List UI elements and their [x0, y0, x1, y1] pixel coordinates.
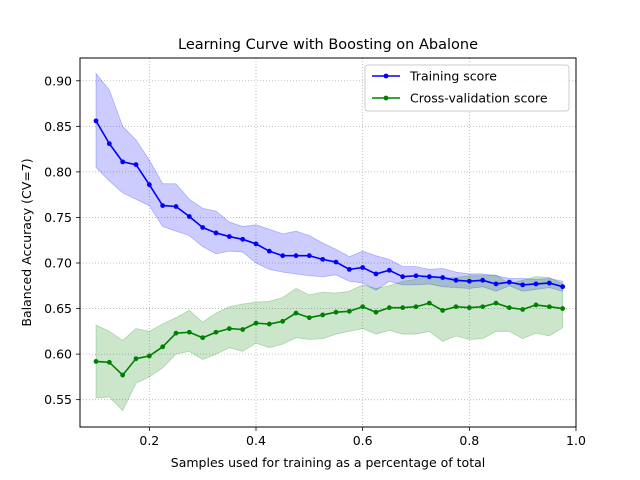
training-point	[253, 241, 259, 247]
training-point	[413, 273, 419, 279]
training-point	[186, 214, 192, 219]
legend-training-marker	[383, 73, 389, 79]
cv-point	[240, 327, 246, 332]
cv-point	[253, 320, 259, 326]
x-tick-label: 1.0	[566, 433, 586, 448]
training-point	[133, 162, 139, 168]
training-point	[226, 234, 232, 239]
training-point	[333, 259, 339, 265]
cv-point	[333, 309, 339, 315]
plot-frame	[79, 57, 577, 428]
training-point	[293, 253, 299, 259]
training-point	[120, 159, 126, 165]
cv-point	[480, 304, 486, 310]
cv-point	[440, 307, 446, 313]
training-point	[93, 118, 99, 124]
cv-point	[306, 315, 312, 321]
y-tick-label: 0.70	[44, 256, 72, 271]
cv-point	[413, 304, 419, 310]
training-point	[320, 256, 326, 262]
training-point	[200, 225, 206, 230]
cv-point	[453, 304, 459, 310]
cv-point	[560, 306, 566, 311]
cv-point	[160, 344, 166, 350]
training-point	[400, 274, 406, 280]
training-point	[280, 253, 286, 259]
legend-cv-label: Cross-validation score	[410, 91, 548, 106]
cv-point	[93, 359, 99, 364]
legend-box	[364, 64, 570, 112]
cv-point	[226, 326, 232, 331]
cv-point	[106, 359, 112, 365]
cv-point	[506, 305, 512, 311]
cv-point	[200, 335, 206, 341]
cv-point	[266, 321, 272, 327]
cv-point	[346, 308, 352, 314]
cv-point	[373, 309, 379, 315]
y-tick-label: 0.60	[44, 347, 72, 362]
training-point	[373, 271, 379, 277]
training-point	[160, 203, 166, 209]
y-tick-label: 0.75	[44, 210, 72, 225]
training-point	[466, 278, 472, 284]
cv-point	[360, 304, 366, 310]
y-tick-label: 0.55	[44, 392, 72, 407]
legend-training-label: Training score	[409, 69, 497, 84]
training-point	[306, 253, 312, 259]
training-point	[520, 282, 526, 288]
x-tick-label: 0.2	[139, 433, 159, 448]
x-tick-label: 0.8	[459, 433, 479, 448]
cv-point	[426, 300, 432, 306]
cv-point	[533, 302, 539, 308]
y-tick-label: 0.65	[44, 301, 72, 316]
cv-point	[320, 312, 326, 318]
cv-point	[386, 305, 392, 311]
y-tick-label: 0.90	[44, 73, 72, 88]
training-point	[173, 204, 179, 209]
training-point	[360, 265, 366, 270]
cv-point	[186, 329, 192, 335]
cv-point	[520, 307, 526, 312]
cv-point	[120, 372, 126, 378]
training-point	[440, 275, 446, 280]
chart-title: Learning Curve with Boosting on Abalone	[178, 37, 478, 53]
legend-cv-marker	[383, 95, 389, 101]
x-tick-label: 0.4	[246, 433, 266, 448]
training-point	[506, 279, 512, 285]
training-point	[386, 267, 392, 273]
cv-point	[493, 300, 499, 306]
legend: Training score Cross-validation score	[364, 64, 570, 112]
training-band	[95, 72, 564, 292]
training-point	[213, 230, 219, 236]
training-point	[266, 248, 272, 254]
series-points	[93, 118, 566, 378]
training-point	[480, 277, 486, 283]
cv-point	[133, 356, 139, 362]
x-axis-label: Samples used for training as a percentag…	[171, 455, 485, 470]
x-tick-label: 0.6	[353, 433, 373, 448]
cv-point	[546, 304, 552, 310]
training-point	[146, 182, 152, 188]
y-tick-label: 0.80	[44, 164, 72, 179]
training-point	[426, 274, 432, 280]
cv-point	[466, 305, 472, 311]
training-point	[493, 281, 499, 287]
axis-ticks: 0.2 0.4 0.6 0.8 1.0 0.55 0.60 0.65 0.70 0.75 0.80 0…	[44, 73, 586, 448]
cv-point	[293, 310, 299, 316]
training-point	[560, 284, 566, 290]
cv-point	[400, 305, 406, 311]
cv-point	[173, 330, 179, 336]
training-point	[346, 266, 352, 272]
y-tick-label: 0.85	[44, 119, 72, 134]
cv-point	[213, 329, 219, 335]
y-axis-label: Balanced Accuracy (CV=7)	[19, 158, 34, 326]
cv-point	[280, 318, 286, 324]
training-point	[546, 280, 552, 286]
training-point	[240, 236, 246, 242]
cv-point	[146, 353, 152, 359]
training-point	[106, 141, 112, 147]
training-point	[453, 277, 459, 283]
training-point	[533, 281, 539, 287]
